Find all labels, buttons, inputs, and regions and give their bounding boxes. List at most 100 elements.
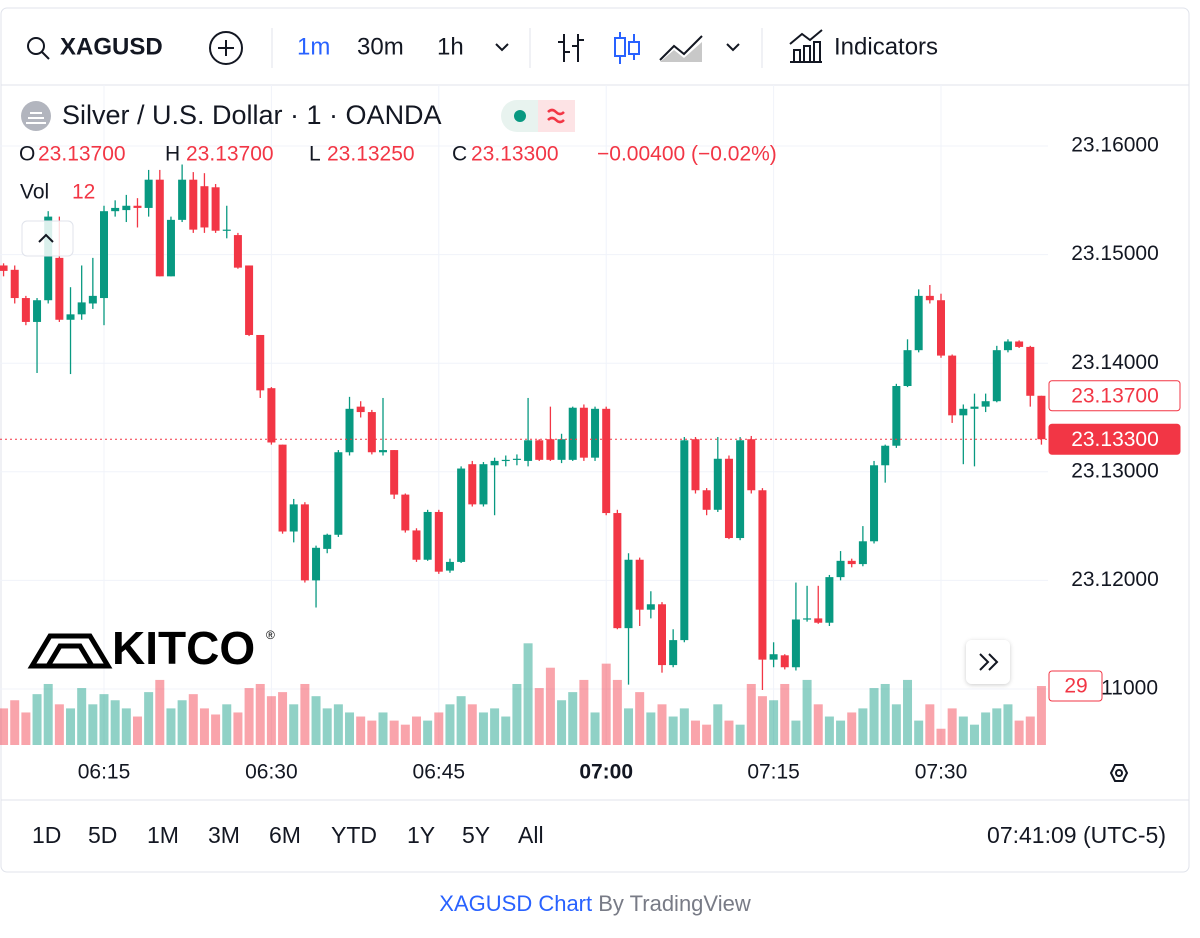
- volume-bar: [757, 696, 767, 745]
- volume-bar: [512, 683, 522, 745]
- volume-bar: [99, 694, 109, 745]
- candle-body: [758, 490, 767, 660]
- candles-icon[interactable]: [614, 32, 640, 64]
- candle-body: [646, 604, 655, 610]
- candle-body: [457, 468, 466, 562]
- candle-body: [289, 504, 298, 532]
- candle-body: [858, 541, 867, 565]
- candle-body: [591, 408, 600, 458]
- collapse-button[interactable]: [21, 220, 74, 257]
- footer-by: By TradingView: [598, 891, 751, 916]
- candle-body: [445, 561, 454, 571]
- range-button[interactable]: All: [518, 822, 544, 848]
- candle-body: [122, 205, 131, 211]
- volume-bar: [467, 704, 477, 745]
- volume-bar: [155, 679, 165, 745]
- candle-body: [178, 179, 187, 220]
- candle-body: [278, 444, 287, 532]
- range-button[interactable]: 6M: [269, 822, 301, 848]
- watermark: KITCO ®: [27, 622, 275, 674]
- interval-dropdown[interactable]: [495, 43, 509, 52]
- volume-bar: [389, 720, 399, 745]
- volume-bar: [635, 692, 645, 745]
- candle-body: [55, 257, 64, 320]
- volume-bar: [66, 708, 76, 745]
- candle-body: [535, 440, 544, 460]
- indicators-button[interactable]: Indicators: [834, 33, 938, 60]
- ohlc-key: L: [309, 143, 321, 166]
- candle-body: [881, 445, 890, 466]
- candle-body: [222, 229, 231, 231]
- candle-body: [111, 207, 120, 212]
- candle-body: [245, 265, 254, 335]
- volume-bar: [534, 688, 544, 745]
- volume-bar: [869, 688, 879, 745]
- volume-bar: [10, 700, 20, 745]
- volume-bar: [501, 716, 511, 745]
- candle-body: [691, 439, 700, 491]
- candle-body: [836, 560, 845, 578]
- volume-bar: [345, 712, 355, 745]
- compare-button[interactable]: [209, 31, 243, 65]
- candle-body: [423, 511, 432, 560]
- volume-bar: [780, 683, 790, 745]
- style-dropdown[interactable]: [726, 43, 740, 52]
- x-tick-label: 07:30: [915, 761, 968, 784]
- volume-bar: [590, 712, 600, 745]
- volume-bar: [333, 704, 343, 745]
- volume-bar: [992, 708, 1002, 745]
- volume-bar: [411, 716, 421, 745]
- indicators-icon[interactable]: [789, 29, 823, 63]
- range-button[interactable]: 5Y: [462, 822, 490, 848]
- range-button[interactable]: YTD: [331, 822, 377, 848]
- interval[interactable]: 30m: [357, 33, 404, 60]
- interval[interactable]: 1h: [437, 33, 464, 60]
- candle-body: [100, 211, 108, 299]
- candle-body: [613, 513, 622, 629]
- range-button[interactable]: 5D: [88, 822, 117, 848]
- candle-body: [702, 490, 711, 510]
- candle-body: [166, 219, 175, 277]
- symbol[interactable]: XAGUSD: [60, 33, 163, 60]
- range-button[interactable]: 3M: [208, 822, 240, 848]
- x-tick-label: 06:30: [245, 761, 298, 784]
- candle-body: [256, 334, 265, 391]
- range-button[interactable]: 1M: [147, 822, 179, 848]
- candle-body: [155, 179, 164, 277]
- candle-body: [948, 355, 957, 416]
- settings-icon[interactable]: [1109, 764, 1129, 782]
- volume-bar: [545, 667, 555, 745]
- volume-bar: [289, 704, 299, 745]
- candle-body: [791, 619, 800, 668]
- scroll-button[interactable]: [966, 640, 1010, 684]
- clock: 07:41:09 (UTC-5): [987, 822, 1166, 848]
- interval[interactable]: 1m: [297, 33, 330, 60]
- candle-body: [814, 618, 823, 623]
- price-badge-label: 23.13300: [1071, 428, 1159, 451]
- candle-body: [334, 452, 343, 535]
- volume-bar: [891, 704, 901, 745]
- area-icon[interactable]: [659, 35, 703, 62]
- candle-body: [524, 440, 533, 461]
- candle-body: [267, 388, 276, 443]
- candle-body: [312, 547, 321, 581]
- search-icon: [27, 37, 50, 60]
- candle-body: [847, 560, 856, 565]
- volume-bar: [356, 716, 366, 745]
- volume-bar: [880, 683, 890, 745]
- volume-bar: [836, 720, 846, 745]
- candle-body: [144, 179, 153, 208]
- bars-icon[interactable]: [558, 34, 584, 62]
- footer-link[interactable]: XAGUSD Chart: [439, 891, 592, 916]
- y-tick-label: 23.15000: [1071, 242, 1159, 265]
- candle-body: [479, 464, 488, 505]
- candle-body: [680, 440, 689, 641]
- volume-bar: [791, 720, 801, 745]
- candle-body: [200, 186, 209, 228]
- candle-body: [412, 530, 421, 560]
- range-button[interactable]: 1D: [32, 822, 61, 848]
- volume-bar: [657, 704, 667, 745]
- range-button[interactable]: 1Y: [407, 822, 435, 848]
- volume-bar: [702, 724, 712, 745]
- volume-bar: [802, 679, 812, 745]
